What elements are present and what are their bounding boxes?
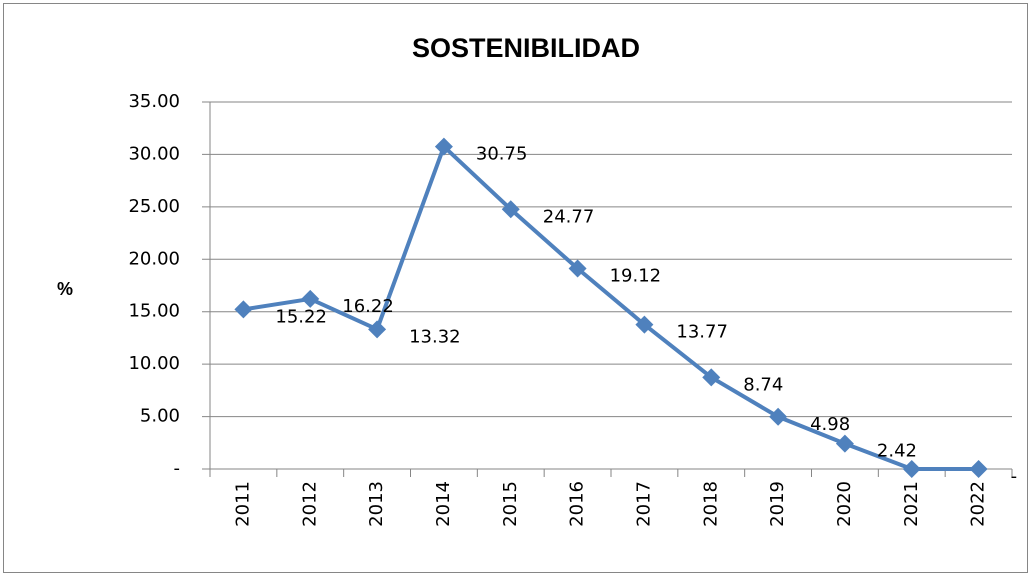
- marker: [902, 460, 921, 478]
- x-tick-label: 2021: [901, 481, 922, 527]
- marker: [568, 259, 587, 278]
- data-label: 16.22: [342, 296, 394, 317]
- marker: [635, 315, 654, 334]
- marker: [434, 137, 453, 156]
- data-label: -: [1011, 466, 1018, 487]
- marker: [835, 434, 854, 453]
- y-tick-label: -: [174, 458, 181, 479]
- y-tick-label: 20.00: [128, 248, 180, 269]
- y-tick-label: 30.00: [128, 143, 180, 164]
- data-label: 24.77: [543, 206, 595, 227]
- y-tick-label: 35.00: [128, 91, 180, 112]
- marker: [769, 407, 788, 426]
- x-tick-label: 2016: [567, 481, 588, 527]
- data-label: 13.32: [409, 326, 461, 347]
- data-label: 15.22: [275, 306, 327, 327]
- y-axis-label: %: [57, 279, 73, 299]
- y-tick-label: 15.00: [128, 301, 180, 322]
- x-tick-label: 2015: [500, 481, 521, 527]
- data-label: 4.98: [810, 414, 850, 435]
- marker: [501, 200, 520, 219]
- data-label: 8.74: [743, 374, 783, 395]
- y-tick-label: 25.00: [128, 196, 180, 217]
- chart-border: [3, 3, 1028, 573]
- data-label: 19.12: [610, 266, 662, 287]
- x-tick-label: 2014: [433, 481, 454, 527]
- x-tick-label: 2019: [767, 481, 788, 527]
- marker: [234, 300, 253, 319]
- marker: [702, 368, 721, 387]
- marker: [969, 460, 988, 478]
- x-tick-label: 2022: [968, 481, 989, 527]
- data-label: 2.42: [877, 441, 917, 462]
- x-tick-label: 2020: [834, 481, 855, 527]
- marker: [368, 320, 387, 339]
- x-tick-label: 2018: [700, 481, 721, 527]
- x-tick-label: 2013: [366, 481, 387, 527]
- y-tick-label: 5.00: [140, 406, 180, 427]
- x-tick-label: 2012: [299, 481, 320, 527]
- y-tick-label: 10.00: [128, 353, 180, 374]
- data-label: 13.77: [676, 322, 728, 343]
- data-label: 30.75: [476, 144, 528, 165]
- x-tick-label: 2017: [633, 481, 654, 527]
- chart-title: SOSTENIBILIDAD: [412, 33, 640, 63]
- line: [243, 144, 979, 471]
- marker: [301, 289, 320, 308]
- x-tick-label: 2011: [232, 481, 253, 527]
